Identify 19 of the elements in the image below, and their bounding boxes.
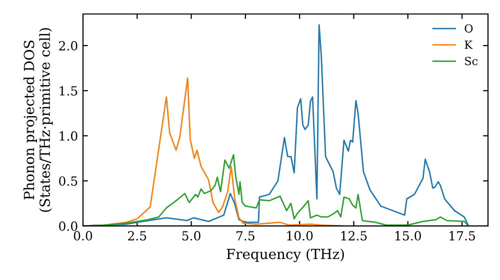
x-tick-label: 17.5 <box>450 231 475 240</box>
x-tick-label: 0.0 <box>74 231 92 240</box>
legend-label: K <box>464 40 473 49</box>
y-tick-label: 0.5 <box>59 176 78 186</box>
legend-label: O <box>464 24 473 33</box>
x-tick-label: 15.0 <box>395 231 421 240</box>
line-series <box>83 154 470 226</box>
x-tick-label: 12.5 <box>341 231 367 240</box>
y-tick-label: 1.5 <box>60 86 78 96</box>
x-tick-label: 7.5 <box>236 231 254 240</box>
x-tick-label: 5.0 <box>182 231 200 240</box>
y-tick-label: 0.0 <box>59 221 78 231</box>
y-tick-label: 1.0 <box>60 131 78 141</box>
x-axis-title: Frequency (THz) <box>226 248 344 262</box>
x-tick-label: 10.0 <box>287 231 313 240</box>
x-tick-label: 2.5 <box>128 231 146 240</box>
legend-label: Sc <box>465 56 478 66</box>
y-axis-title: Phonon projected DOS (States/THz·primitive cell) <box>24 28 53 212</box>
y-tick-label: 2.0 <box>59 41 78 50</box>
